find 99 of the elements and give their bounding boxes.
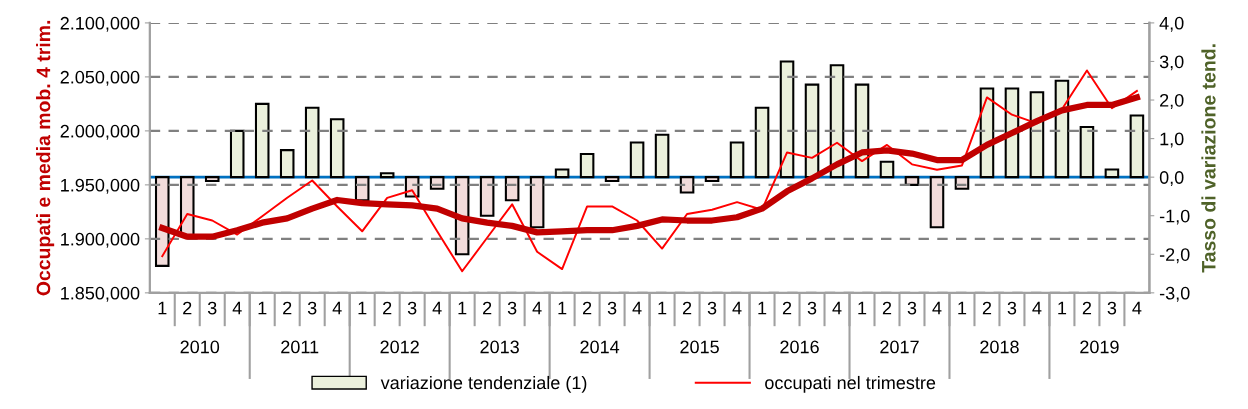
x-tick-label: 2 <box>283 301 292 315</box>
x-tick-label: 3 <box>307 301 317 315</box>
y2-tick-label: 3,0 <box>1159 55 1184 71</box>
x-tick-label: 1 <box>1058 301 1067 315</box>
bar <box>479 176 495 217</box>
x-tick-label: 3 <box>507 301 517 315</box>
x-tick-label: 2 <box>582 301 592 315</box>
bar <box>504 176 520 202</box>
x-tick-label: 2 <box>383 301 392 315</box>
bar <box>754 106 770 179</box>
x-tick-label: 1 <box>158 301 167 315</box>
text: 2013 <box>480 340 519 354</box>
legend-label: variazione tendenziale (1) <box>380 375 587 393</box>
y2-tick-label: 0,0 <box>1159 171 1184 187</box>
bar <box>779 60 795 179</box>
bar <box>1104 168 1120 179</box>
y-tick-label: 1.850,000 <box>61 286 140 302</box>
bar <box>229 129 245 179</box>
bar <box>254 102 270 179</box>
bar <box>604 176 620 183</box>
x-tick-label: 4 <box>932 301 942 315</box>
bar <box>329 118 345 179</box>
x-tick-label: 3 <box>607 301 617 315</box>
y2-tick-label: 2,0 <box>1160 93 1184 109</box>
x-tick-label: 2 <box>782 301 792 315</box>
x-tick-label: 1 <box>758 301 767 315</box>
x-tick-label: 2 <box>882 301 892 315</box>
bar <box>279 149 295 179</box>
x-tick-label: 4 <box>232 301 242 315</box>
text: 2019 <box>1080 340 1119 354</box>
bar <box>654 133 670 179</box>
text: 2016 <box>780 340 819 354</box>
text: 2017 <box>880 340 919 354</box>
x-tick-label: 4 <box>532 301 542 315</box>
x-tick-label: 2 <box>183 301 192 315</box>
x-tick-label: 1 <box>558 301 567 315</box>
x-tick-label: 4 <box>632 301 642 315</box>
bar <box>704 176 720 183</box>
x-tick-label: 1 <box>958 301 967 315</box>
bar <box>629 141 645 179</box>
bar <box>429 176 445 190</box>
y-tick-label: 1.900,000 <box>61 232 140 248</box>
x-tick-label: 3 <box>407 301 417 315</box>
y2-tick-label: 1,0 <box>1160 132 1184 148</box>
legend-label: occupati nel trimestre <box>765 375 936 393</box>
x-tick-label: 3 <box>207 301 217 315</box>
text: 2010 <box>180 340 220 354</box>
x-tick-label: 3 <box>807 301 817 315</box>
y2-tick-label: -2,0 <box>1159 248 1190 264</box>
x-tick-label: 3 <box>1107 301 1117 315</box>
bar <box>1129 114 1145 179</box>
bar <box>579 152 595 179</box>
bar <box>379 172 395 179</box>
bar <box>179 176 195 237</box>
y-tick-label: 2.100,000 <box>60 16 140 32</box>
bar <box>304 106 320 179</box>
bar <box>154 176 170 267</box>
x-tick-label: 4 <box>1132 301 1142 315</box>
x-tick-label: 1 <box>458 301 467 315</box>
y2-tick-label: 4,0 <box>1159 16 1184 32</box>
x-tick-label: 1 <box>858 301 867 315</box>
x-tick-label: 3 <box>907 301 917 315</box>
x-tick-label: 2 <box>682 301 692 315</box>
x-tick-label: 4 <box>832 301 842 315</box>
y2-axis-title: Tasso di variazione tend. <box>1201 44 1216 273</box>
bar <box>204 176 220 183</box>
x-tick-label: 3 <box>707 301 717 315</box>
x-tick-label: 4 <box>1032 301 1042 315</box>
bar <box>904 176 920 186</box>
line-series <box>161 69 1138 273</box>
text: 2014 <box>580 340 620 354</box>
x-tick-label: 4 <box>732 301 742 315</box>
y2-tick-label: -1,0 <box>1159 209 1190 225</box>
y-axis-title: Occupati e media mob. 4 trim. <box>36 20 55 296</box>
text: 2018 <box>980 340 1019 354</box>
x-tick-label: 2 <box>982 301 992 315</box>
bar <box>879 160 895 179</box>
x-tick-label: 2 <box>1082 301 1092 315</box>
text: 2011 <box>281 340 319 354</box>
bar <box>529 176 545 229</box>
text: 2012 <box>380 340 419 354</box>
bar <box>929 176 945 229</box>
x-tick-label: 2 <box>483 301 492 315</box>
y-tick-label: 1.950,000 <box>61 178 140 194</box>
x-tick-label: 4 <box>332 301 342 315</box>
text: 2015 <box>680 340 719 354</box>
x-tick-label: 1 <box>258 301 267 315</box>
x-tick-label: 4 <box>432 301 442 315</box>
x-tick-label: 3 <box>1007 301 1017 315</box>
bar <box>1079 125 1095 179</box>
bar <box>554 168 570 179</box>
bar <box>954 176 970 190</box>
x-tick-label: 1 <box>658 301 667 315</box>
y-tick-label: 2.050,000 <box>60 70 140 86</box>
x-tick-label: 1 <box>358 301 367 315</box>
y2-tick-label: -3,0 <box>1159 286 1190 302</box>
y-tick-label: 2.000,000 <box>60 124 140 140</box>
bar <box>679 176 695 194</box>
bar <box>729 141 745 179</box>
